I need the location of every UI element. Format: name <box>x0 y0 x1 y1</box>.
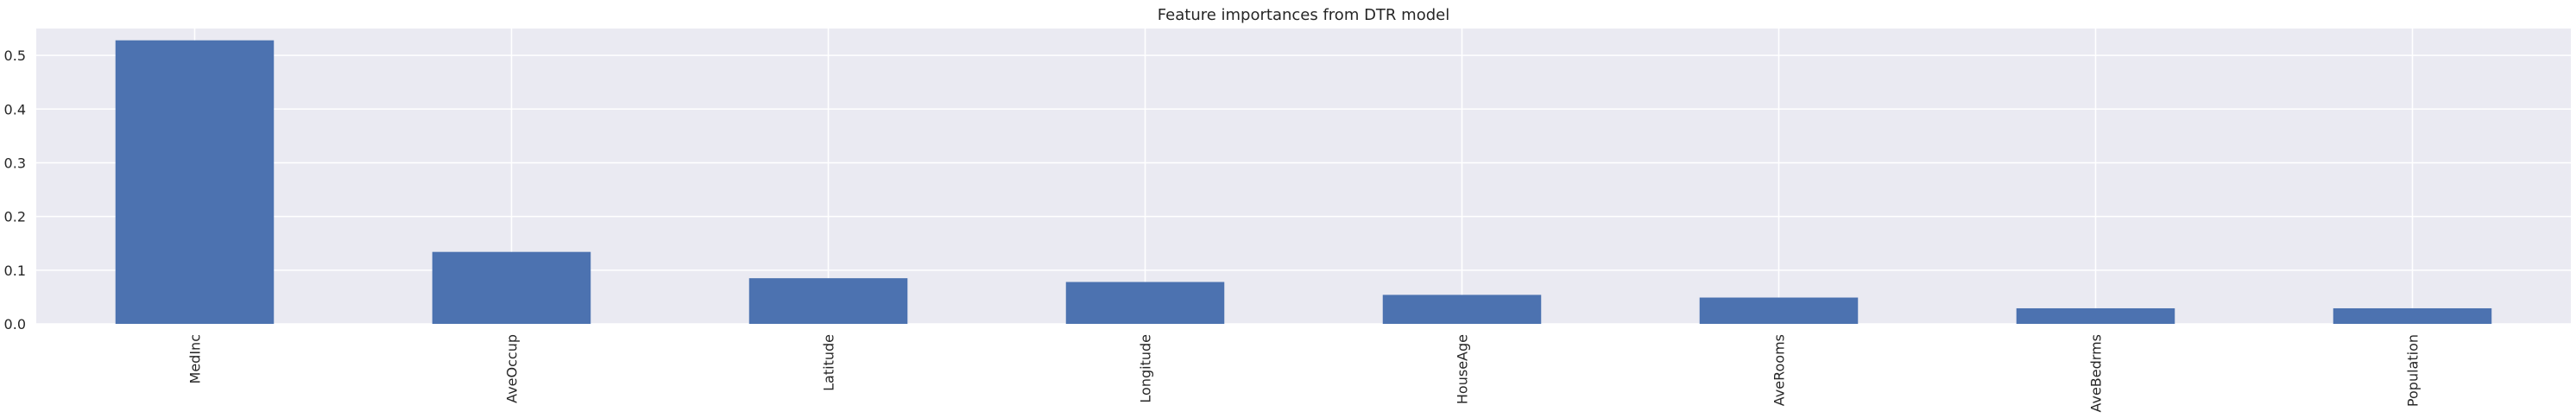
x-tick-label: HouseAge <box>1455 334 1471 404</box>
y-tick-label: 0.5 <box>4 48 26 64</box>
bars <box>115 40 2492 325</box>
bar-houseage <box>1382 294 1542 324</box>
x-tick-label: Longitude <box>1138 334 1154 403</box>
plot-background <box>36 28 2571 324</box>
bar-longitude <box>1065 282 1225 324</box>
x-tick-label: AveRooms <box>1771 334 1788 406</box>
bar-aveoccup <box>432 251 591 324</box>
x-tick-label: Population <box>2405 334 2421 407</box>
bar-latitude <box>748 278 908 324</box>
x-tick-label: AveBedrms <box>2088 334 2105 413</box>
y-tick-label: 0.1 <box>4 263 26 279</box>
bar-population <box>2333 307 2492 324</box>
x-tick-label: MedInc <box>187 334 204 383</box>
y-tick-label: 0.3 <box>4 155 26 171</box>
y-tick-label: 0.0 <box>4 316 26 332</box>
x-tick-label: AveOccup <box>504 334 521 403</box>
y-axis-tick-labels: 0.0 0.1 0.2 0.3 0.4 0.5 <box>4 48 26 332</box>
y-tick-label: 0.4 <box>4 101 26 117</box>
x-tick-label: Latitude <box>821 334 837 391</box>
bar-medinc <box>115 40 275 325</box>
chart-title: Feature importances from DTR model <box>1158 6 1449 24</box>
y-tick-label: 0.2 <box>4 209 26 225</box>
x-axis-tick-labels: MedInc AveOccup Latitude Longitude HouseAge A… <box>187 334 2421 413</box>
bar-avebedrms <box>2016 307 2175 324</box>
bar-averooms <box>1699 297 1859 324</box>
